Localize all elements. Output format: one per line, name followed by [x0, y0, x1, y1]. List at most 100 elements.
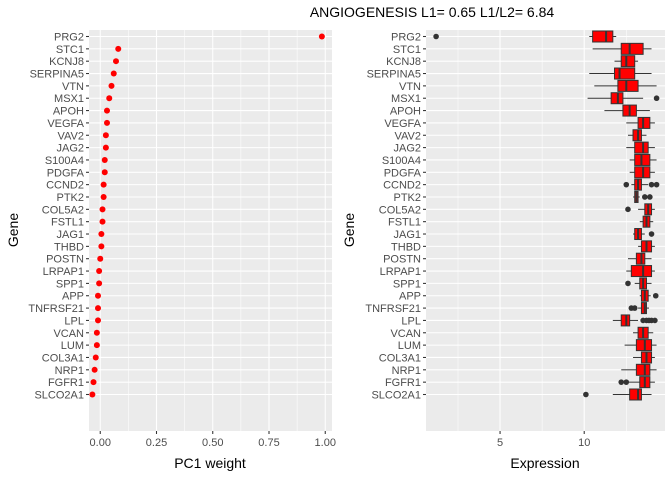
right-x-tick-labels: 5 10	[497, 431, 590, 449]
left-x-tick-labels: 0.00 0.25 0.50 0.75 1.00	[90, 431, 336, 449]
box-outlier	[618, 379, 625, 385]
left-x-tick-label: 0.00	[90, 437, 111, 449]
left-gene-label: APOH	[53, 106, 84, 118]
pc1-weight-point	[98, 231, 105, 238]
box-outlier	[625, 206, 631, 213]
left-gene-label: CCND2	[46, 180, 84, 192]
left-gene-label: LUM	[61, 340, 84, 352]
left-points	[89, 33, 325, 398]
box-iqr	[629, 388, 642, 401]
pc1-weight-point	[95, 292, 101, 299]
right-gene-label: POSTN	[383, 254, 421, 266]
right-y-tick-labels: PRG2STC1KCNJ8SERPINA5VTNMSX1APOHVEGFAVAV…	[365, 32, 426, 402]
left-gene-label: PDGFA	[47, 167, 85, 179]
expression-box-tnfrsf21	[628, 302, 650, 315]
right-gene-label: LUM	[398, 340, 421, 352]
expression-box-ptk2	[633, 190, 653, 203]
pc1-weight-point	[110, 70, 117, 77]
right-gene-label: COL3A1	[379, 352, 421, 364]
right-gene-label: APOH	[390, 106, 421, 118]
left-gene-label: KCNJ8	[49, 56, 84, 68]
right-gene-label: KCNJ8	[386, 56, 421, 68]
left-x-axis-title: PC1 weight	[174, 455, 246, 471]
left-gene-label: FGFR1	[48, 377, 84, 389]
box-outlier	[625, 280, 631, 287]
left-gene-label: S100A4	[45, 155, 84, 167]
expression-box-vcan	[633, 326, 654, 339]
pc1-weight-point	[101, 169, 108, 176]
left-gene-label: COL3A1	[42, 352, 84, 364]
box-outlier	[642, 194, 648, 200]
pc1-weight-point	[96, 268, 103, 275]
left-plot-background	[89, 30, 332, 431]
left-gene-label: JAG2	[56, 143, 84, 155]
box-outlier	[653, 181, 660, 188]
pc1-weight-point	[102, 144, 109, 151]
pc1-weight-point	[108, 82, 115, 89]
right-boxes	[433, 30, 660, 401]
expression-box-col5a2	[625, 203, 655, 216]
pc1-weight-panel: PRG2STC1KCNJ8SERPINA5VTNMSX1APOHVEGFAVAV…	[5, 30, 336, 471]
box-iqr	[620, 55, 636, 68]
right-gene-label: VAV2	[395, 130, 422, 142]
right-gene-label: MSX1	[391, 93, 421, 105]
pc1-weight-point	[93, 329, 100, 336]
box-outlier	[648, 231, 655, 237]
left-gene-label: PTK2	[56, 192, 84, 204]
box-outlier	[652, 292, 659, 299]
box-iqr	[620, 42, 644, 55]
pc1-weight-point	[91, 366, 98, 373]
pc1-weight-point	[318, 33, 325, 40]
left-gene-label: LRPAP1	[43, 266, 84, 278]
box-iqr	[634, 141, 649, 154]
box-iqr	[617, 79, 639, 92]
left-gene-label: NRP1	[55, 365, 84, 377]
right-gene-label: LRPAP1	[380, 266, 421, 278]
right-gene-label: NRP1	[392, 365, 421, 377]
expression-box-lum	[624, 339, 657, 352]
left-gene-label: COL5A2	[42, 204, 84, 216]
expression-panel: PRG2STC1KCNJ8SERPINA5VTNMSX1APOHVEGFAVAV…	[341, 30, 665, 471]
box-iqr	[635, 363, 651, 376]
box-outlier	[631, 305, 638, 311]
chart-title: ANGIOGENESIS L1= 0.65 L1/L2= 6.84	[310, 4, 555, 20]
pc1-weight-point	[93, 342, 100, 349]
pc1-weight-point	[96, 280, 103, 287]
right-x-axis-title: Expression	[510, 455, 579, 471]
pc1-weight-point	[92, 354, 99, 361]
expression-box-col3a1	[633, 351, 655, 364]
pc1-weight-point	[99, 206, 106, 213]
expression-box-lrpap1	[626, 265, 655, 278]
pc1-weight-point	[101, 156, 108, 163]
pc1-weight-point	[99, 218, 106, 225]
expression-box-slco2a1	[583, 388, 652, 401]
right-gene-label: LPL	[401, 315, 421, 327]
left-gene-label: LPL	[64, 315, 84, 327]
box-outlier	[653, 95, 660, 102]
right-gene-label: FSTL1	[388, 217, 421, 229]
left-gene-label: APP	[62, 291, 84, 303]
right-gene-label: STC1	[393, 44, 421, 56]
box-outlier	[623, 379, 630, 385]
right-gene-label: THBD	[391, 241, 421, 253]
expression-box-vegfa	[626, 116, 655, 129]
pc1-weight-point	[115, 45, 122, 52]
left-y-tick-labels: PRG2STC1KCNJ8SERPINA5VTNMSX1APOHVEGFAVAV…	[28, 32, 89, 402]
expression-box-vtn	[594, 79, 657, 92]
right-gene-label: FGFR1	[385, 377, 421, 389]
left-gene-label: STC1	[56, 44, 84, 56]
box-outlier	[583, 391, 589, 398]
expression-box-msx1	[587, 92, 660, 105]
left-gene-label: FSTL1	[51, 217, 84, 229]
right-gene-label: SERPINA5	[367, 69, 421, 81]
pc1-weight-point	[90, 379, 97, 386]
right-x-tick-label: 5	[497, 437, 503, 449]
pc1-weight-point	[102, 132, 109, 139]
right-gene-label: TNFRSF21	[365, 303, 421, 315]
left-x-tick-label: 1.00	[315, 437, 336, 449]
pc1-weight-point	[113, 58, 119, 65]
right-gene-label: COL5A2	[379, 204, 421, 216]
right-gene-label: JAG2	[393, 143, 421, 155]
right-gene-label: PRG2	[391, 32, 421, 44]
